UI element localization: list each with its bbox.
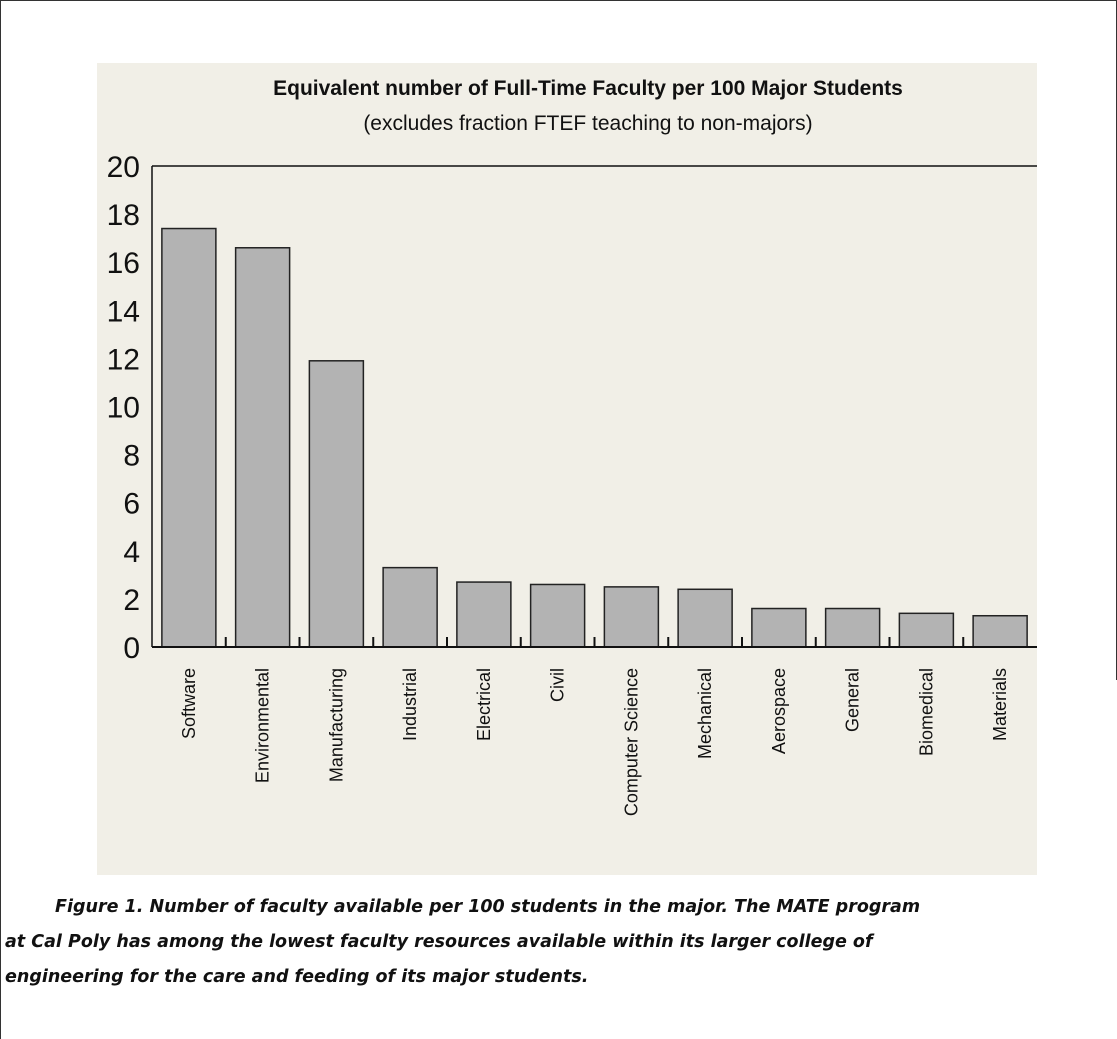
y-tick-label: 10 bbox=[107, 392, 140, 425]
x-tick-label: Biomedical bbox=[916, 668, 936, 756]
bar bbox=[604, 587, 658, 647]
x-tick-label: Environmental bbox=[253, 668, 273, 783]
bar bbox=[457, 582, 511, 647]
y-tick-label: 2 bbox=[123, 584, 140, 617]
x-tick-label: Civil bbox=[548, 668, 568, 702]
chart-subtitle: (excludes fraction FTEF teaching to non-… bbox=[363, 112, 812, 135]
bar bbox=[162, 229, 216, 647]
y-tick-label: 14 bbox=[107, 295, 140, 328]
bar bbox=[899, 613, 953, 647]
y-tick-label: 12 bbox=[107, 343, 140, 376]
caption-line: Figure 1. Number of faculty available pe… bbox=[0, 890, 1110, 925]
caption-line: at Cal Poly has among the lowest faculty… bbox=[0, 925, 1110, 960]
x-tick-label: Industrial bbox=[400, 668, 420, 741]
bar bbox=[309, 361, 363, 647]
plot-area: 0 2 4 6 8 10 12 14 16 18 20 Software Environmental Ma… bbox=[107, 151, 1037, 816]
bar bbox=[531, 584, 585, 647]
y-tick-label: 18 bbox=[107, 199, 140, 232]
caption-line: engineering for the care and feeding of … bbox=[0, 960, 1110, 995]
y-tick-label: 0 bbox=[123, 632, 140, 665]
bar bbox=[236, 248, 290, 647]
bar bbox=[678, 589, 732, 647]
x-tick-label: Mechanical bbox=[695, 668, 715, 759]
y-tick-label: 8 bbox=[123, 440, 140, 473]
y-tick-label: 20 bbox=[107, 151, 140, 184]
y-tick-label: 4 bbox=[123, 536, 140, 569]
chart-title: Equivalent number of Full-Time Faculty p… bbox=[273, 77, 903, 100]
y-tick-label: 6 bbox=[123, 488, 140, 521]
x-tick-label: Computer Science bbox=[621, 668, 641, 816]
figure-caption: Figure 1. Number of faculty available pe… bbox=[0, 890, 1110, 995]
bar bbox=[752, 609, 806, 647]
x-tick-label: Electrical bbox=[474, 668, 494, 741]
y-tick-label: 16 bbox=[107, 247, 140, 280]
bar bbox=[826, 609, 880, 647]
x-tick-label: Aerospace bbox=[769, 668, 789, 754]
bar bbox=[383, 568, 437, 647]
x-tick-label: Manufacturing bbox=[326, 668, 346, 782]
x-tick-label: Software bbox=[179, 668, 199, 739]
bar bbox=[973, 616, 1027, 647]
x-tick-label: General bbox=[843, 668, 863, 732]
x-tick-label: Materials bbox=[990, 668, 1010, 741]
